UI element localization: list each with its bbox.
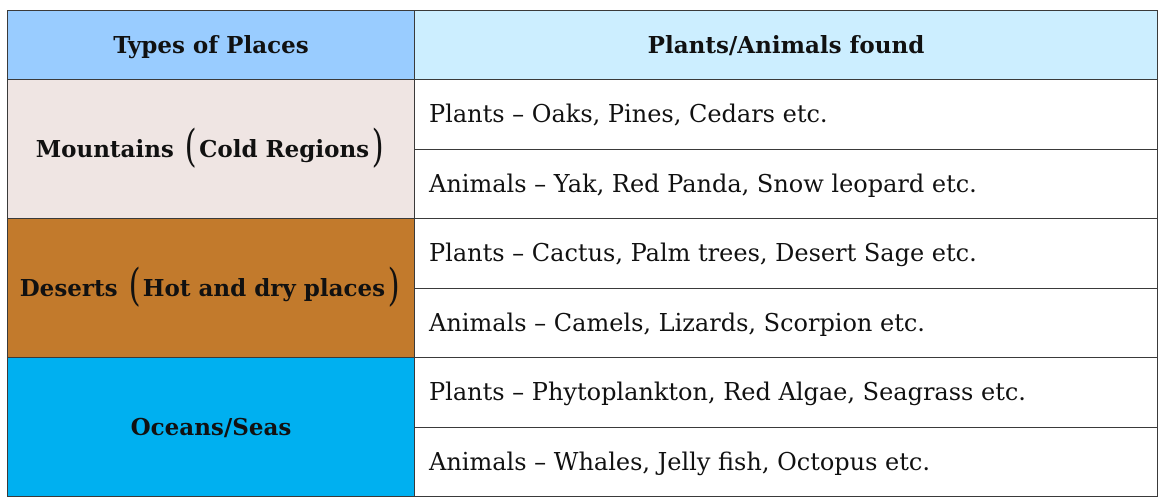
table-row: Mountains (Cold Regions) Plants – Oaks, …: [7, 79, 1158, 219]
places-table: Types of Places Plants/Animals found Mou…: [7, 10, 1158, 497]
place-detail: Hot and dry places: [142, 274, 386, 302]
place-name: Deserts: [19, 274, 118, 302]
place-detail: Cold Regions: [199, 135, 370, 163]
place-name: Mountains: [35, 135, 174, 163]
animals-cell: Animals – Yak, Red Panda, Snow leopard e…: [414, 148, 1158, 219]
place-cell-mountains: Mountains (Cold Regions): [7, 79, 415, 219]
plants-cell: Plants – Oaks, Pines, Cedars etc.: [414, 79, 1158, 150]
table-row: Animals – Yak, Red Panda, Snow leopard e…: [8, 148, 1158, 219]
place-cell-deserts: Deserts (Hot and dry places): [7, 218, 415, 358]
table-row: Animals – Camels, Lizards, Scorpion etc.: [8, 287, 1158, 358]
header-plants-animals-found: Plants/Animals found: [414, 10, 1158, 80]
plants-cell: Plants – Cactus, Palm trees, Desert Sage…: [414, 218, 1158, 289]
header-types-of-places: Types of Places: [7, 10, 415, 80]
table-row: Animals – Whales, Jelly fish, Octopus et…: [8, 426, 1158, 497]
plants-cell: Plants – Phytoplankton, Red Algae, Seagr…: [414, 357, 1158, 428]
table-row: Oceans/Seas Plants – Phytoplankton, Red …: [7, 357, 1158, 497]
place-cell-oceans: Oceans/Seas: [7, 357, 415, 497]
header-row: Types of Places Plants/Animals found: [7, 10, 1158, 80]
animals-cell: Animals – Camels, Lizards, Scorpion etc.: [414, 287, 1158, 358]
table-row: Deserts (Hot and dry places) Plants – Ca…: [7, 218, 1158, 358]
animals-cell: Animals – Whales, Jelly fish, Octopus et…: [414, 426, 1158, 497]
